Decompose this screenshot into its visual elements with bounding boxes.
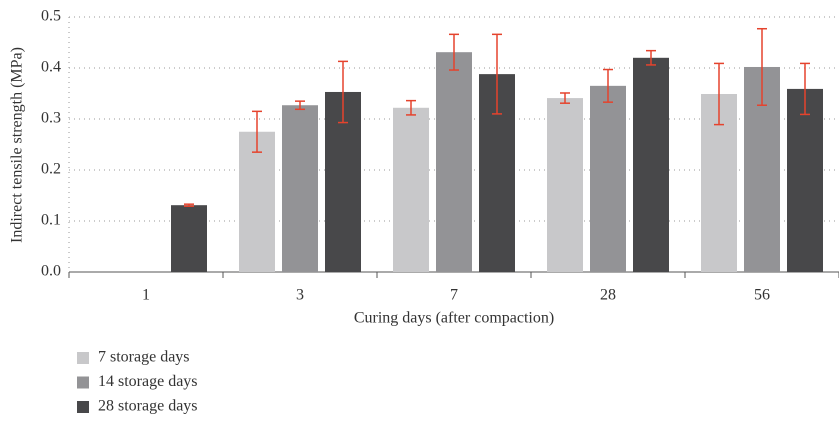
bar <box>590 85 626 272</box>
y-tick-label: 0.5 <box>41 8 61 25</box>
legend-swatch <box>77 376 89 389</box>
error-bar <box>560 92 570 104</box>
error-bar <box>646 49 656 66</box>
error-bar <box>184 203 194 207</box>
legend-label: 7 storage days <box>98 349 190 366</box>
y-tick-label: 0.3 <box>41 110 61 127</box>
bar <box>171 205 207 272</box>
bar <box>547 98 583 272</box>
legend-swatch <box>77 352 89 364</box>
bar <box>239 131 275 272</box>
legend-label: 28 storage days <box>98 398 198 415</box>
error-bar <box>800 62 810 116</box>
error-bar <box>406 99 416 116</box>
error-bar <box>252 110 262 153</box>
bar <box>393 107 429 272</box>
x-tick-label: 56 <box>754 287 770 304</box>
x-tick-label: 1 <box>142 287 150 304</box>
error-bar <box>449 33 459 71</box>
y-tick-label: 0.0 <box>41 263 61 280</box>
y-tick-label: 0.2 <box>41 161 61 178</box>
legend-label: 14 storage days <box>98 373 198 390</box>
bar <box>787 88 823 272</box>
x-tick-label: 3 <box>296 287 304 304</box>
x-axis-label: Curing days (after compaction) <box>354 310 554 327</box>
error-bar <box>714 62 724 126</box>
legend-swatch <box>77 401 89 413</box>
error-bar <box>492 33 502 115</box>
error-bar <box>757 27 767 106</box>
x-tick-label: 7 <box>450 287 458 304</box>
y-tick-label: 0.4 <box>41 59 61 76</box>
y-tick-label: 0.1 <box>41 212 61 229</box>
bar <box>633 57 669 272</box>
error-bar <box>603 68 613 103</box>
y-axis-label: Indirect tensile strength (MPa) <box>9 47 26 243</box>
bar <box>282 105 318 272</box>
error-bar <box>338 60 348 124</box>
x-tick-label: 28 <box>600 287 616 304</box>
bar <box>436 52 472 272</box>
error-bar <box>295 100 305 111</box>
